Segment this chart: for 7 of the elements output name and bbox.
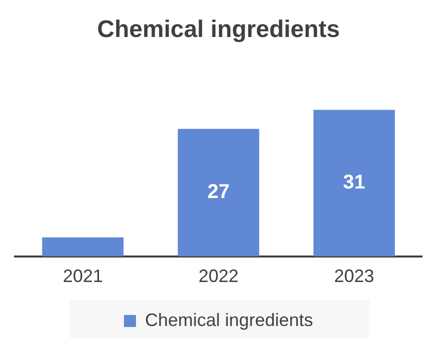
- x-tick-label: 2021: [62, 266, 103, 286]
- x-tick-label: 2023: [334, 266, 374, 286]
- text: 27: [207, 181, 230, 204]
- chart-title: Chemical ingredients: [97, 16, 340, 44]
- x-tick-label: 2022: [198, 266, 239, 286]
- legend-label: Chemical ingredients: [144, 310, 314, 330]
- text: 31: [343, 172, 366, 194]
